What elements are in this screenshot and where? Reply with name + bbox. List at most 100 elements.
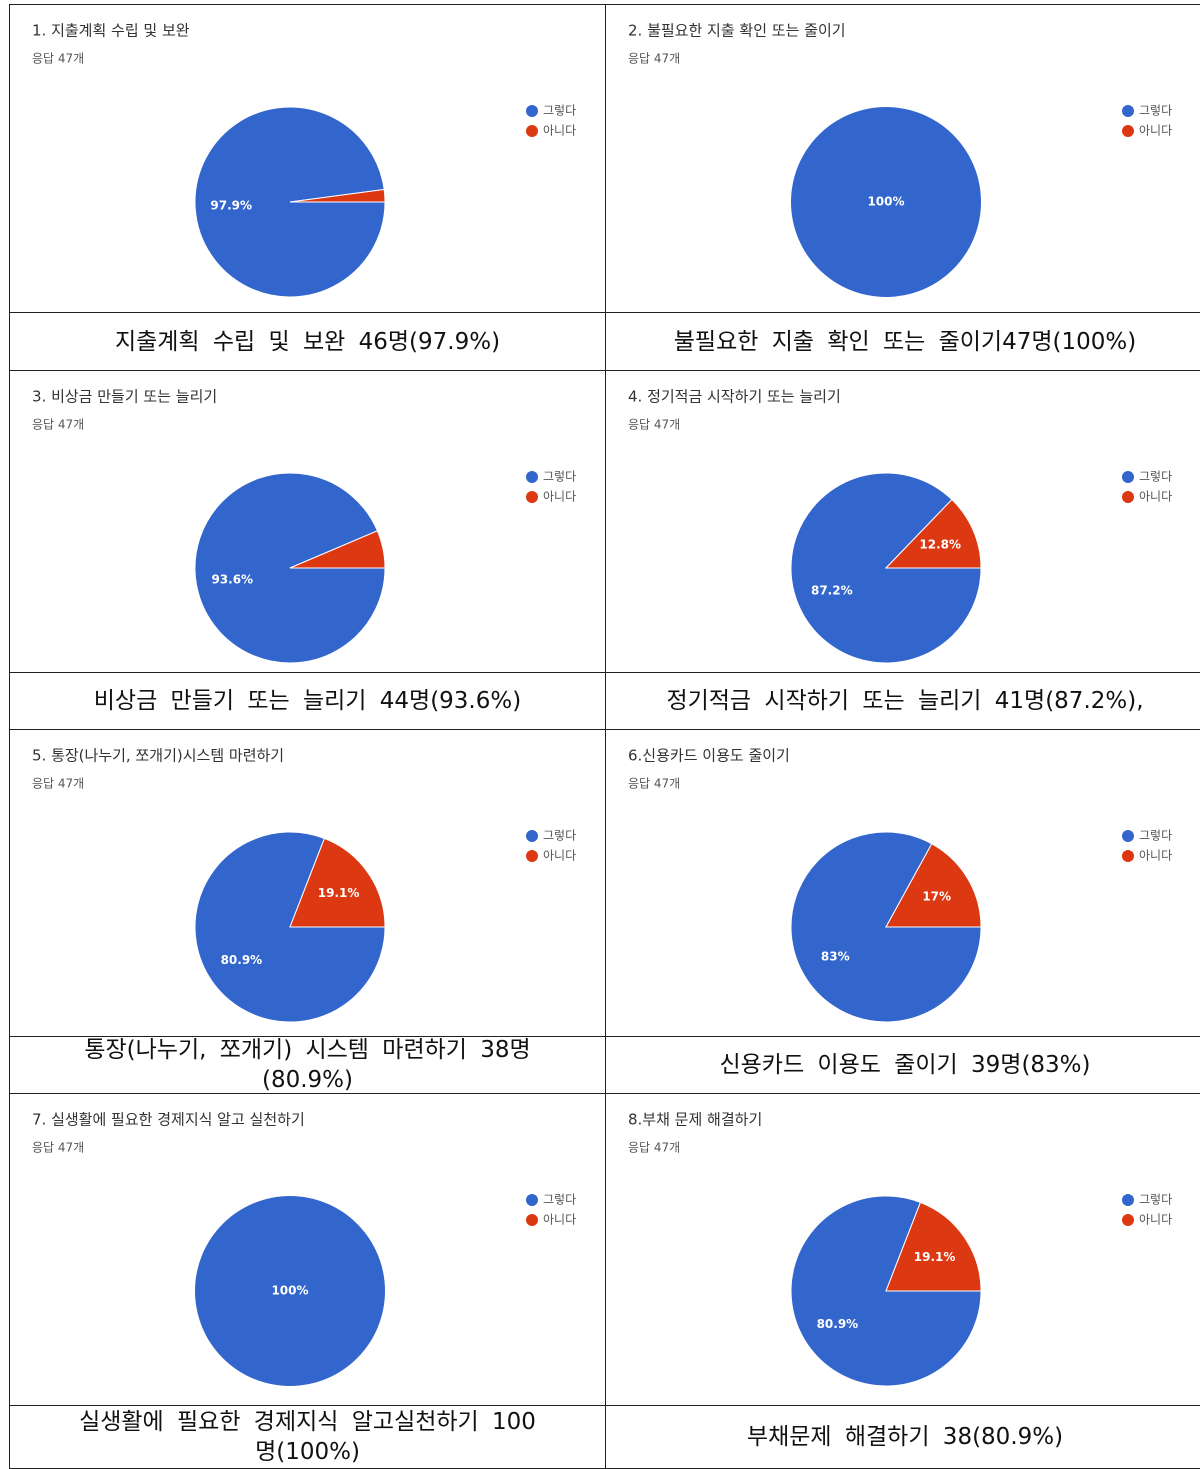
legend-label: 그렇다 [1139,1192,1172,1207]
pie-slice [289,188,386,203]
caption: 정기적금 시작하기 또는 늘리기 41명(87.2%), [666,688,1144,714]
legend-label: 아니다 [543,1213,576,1227]
legend-label: 그렇다 [543,1192,576,1207]
caption-cell: 비상금 만들기 또는 늘리기 44명(93.6%) [9,672,606,730]
chart-subtitle: 응답 47개 [628,52,680,66]
legend-marker [1122,491,1134,503]
legend-label: 그렇다 [1139,828,1172,843]
legend-label: 아니다 [1139,849,1172,863]
legend-label: 아니다 [1139,1213,1172,1227]
legend-marker [526,105,538,117]
legend-marker [526,1194,538,1206]
slice-label: 80.9% [817,1317,859,1331]
chart-title: 4. 정기적금 시작하기 또는 늘리기 [628,388,841,406]
pie-slice [885,1201,982,1292]
chart-subtitle: 응답 47개 [628,418,680,432]
caption-cell: 불필요한 지출 확인 또는 줄이기47명(100%) [605,312,1200,371]
slice-label: 97.9% [210,198,252,212]
legend-label: 그렇다 [543,828,576,843]
caption: 불필요한 지출 확인 또는 줄이기47명(100%) [673,328,1137,355]
caption-cell: 정기적금 시작하기 또는 늘리기 41명(87.2%), [605,672,1200,730]
legend-label: 그렇다 [1139,103,1172,118]
pie-slice [289,837,386,928]
slice-label: 19.1% [914,1250,956,1264]
slice-label: 80.9% [221,953,263,967]
caption: 실생활에 필요한 경제지식 알고실천하기 100명(100%) [79,1409,536,1465]
chart-title: 6.신용카드 이용도 줄이기 [628,747,790,765]
legend-label: 아니다 [543,849,576,863]
chart-subtitle: 응답 47개 [32,52,84,66]
slice-label: 83% [821,949,850,963]
legend-marker [526,850,538,862]
legend-label: 아니다 [1139,490,1172,504]
legend-label: 그렇다 [543,469,576,484]
caption-cell: 신용카드 이용도 줄이기 39명(83%) [605,1036,1200,1094]
slice-label: 100% [271,1284,308,1298]
legend-label: 아니다 [543,490,576,504]
legend-marker [526,1214,538,1226]
caption: 부채문제 해결하기 38(80.9%) [746,1424,1064,1450]
caption-cell: 통장(나누기, 쪼개기) 시스템 마련하기 38명(80.9%) [9,1036,606,1094]
legend-marker [1122,471,1134,483]
legend-marker [1122,1214,1134,1226]
caption: 비상금 만들기 또는 늘리기 44명(93.6%) [93,688,522,714]
chart-title: 3. 비상금 만들기 또는 늘리기 [32,388,217,406]
caption: 신용카드 이용도 줄이기 39명(83%) [719,1052,1091,1078]
slice-label: 100% [867,195,904,209]
legend-marker [1122,125,1134,137]
caption: 통장(나누기, 쪼개기) 시스템 마련하기 38명(80.9%) [84,1037,531,1093]
slice-label: 93.6% [211,572,253,586]
chart-title: 7. 실생활에 필요한 경제지식 알고 실천하기 [32,1111,305,1129]
legend-label: 그렇다 [1139,469,1172,484]
legend-marker [526,830,538,842]
pie-slice [885,843,982,928]
legend-marker [526,125,538,137]
chart-title: 1. 지출계획 수립 및 보완 [32,22,190,40]
slice-label: 17% [922,890,951,904]
legend-marker [526,491,538,503]
chart-subtitle: 응답 47개 [32,1141,84,1155]
legend-label: 아니다 [1139,124,1172,138]
pie-slice [195,1196,385,1386]
chart-subtitle: 응답 47개 [32,777,84,791]
legend-marker [1122,850,1134,862]
caption-cell: 실생활에 필요한 경제지식 알고실천하기 100명(100%) [9,1405,606,1469]
legend-marker [526,471,538,483]
slice-label: 87.2% [811,584,853,598]
pie-slice [884,498,982,569]
chart-subtitle: 응답 47개 [628,777,680,791]
chart-title: 8.부채 문제 해결하기 [628,1111,762,1129]
chart-title: 5. 통장(나누기, 쪼개기)시스템 마련하기 [32,747,284,765]
caption-cell: 부채문제 해결하기 38(80.9%) [605,1405,1200,1469]
legend-marker [1122,105,1134,117]
chart-title: 2. 불필요한 지출 확인 또는 줄이기 [628,22,846,40]
legend-label: 그렇다 [543,103,576,118]
slice-label: 12.8% [919,537,961,551]
caption-cell: 지출계획 수립 및 보완 46명(97.9%) [9,312,606,371]
caption: 지출계획 수립 및 보완 46명(97.9%) [114,328,501,355]
legend-label: 아니다 [543,124,576,138]
pie-slice [289,530,386,569]
pie-slice [791,107,981,297]
slice-label: 19.1% [318,886,360,900]
legend-marker [1122,830,1134,842]
chart-subtitle: 응답 47개 [628,1141,680,1155]
chart-subtitle: 응답 47개 [32,418,84,432]
